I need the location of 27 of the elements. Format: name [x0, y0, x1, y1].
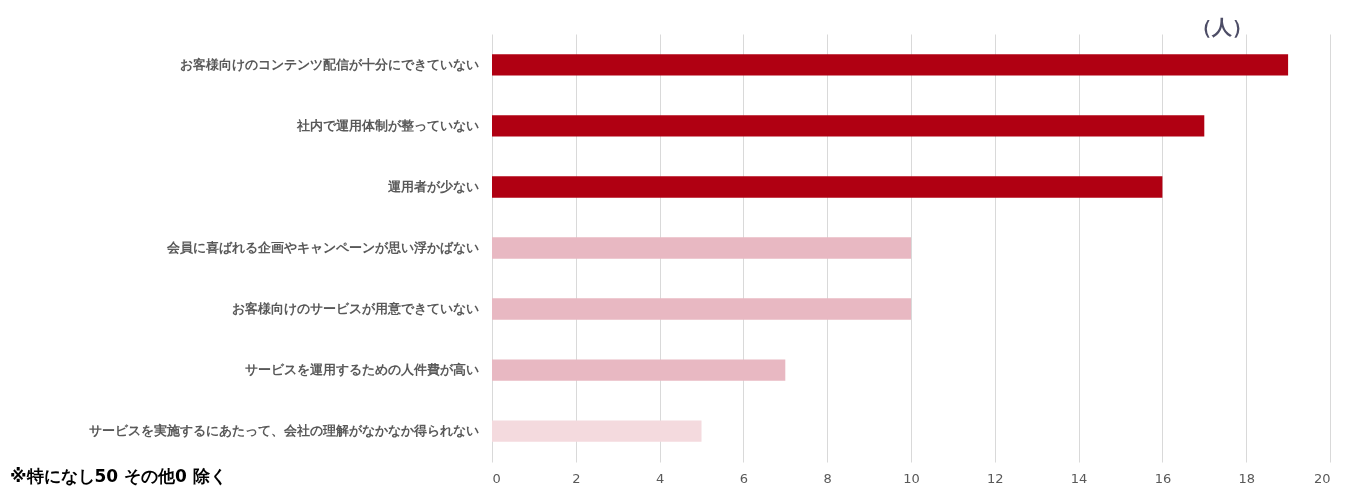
x-tick-label: 14	[1070, 470, 1088, 486]
bar	[492, 54, 1289, 76]
x-tick-label: 6	[739, 470, 749, 486]
y-tick-label: サービスを実施するにあたって、会社の理解がなかなか得られない	[88, 423, 479, 439]
bar	[492, 420, 702, 442]
x-tick-label: 18	[1238, 470, 1255, 486]
x-tick-label: 10	[903, 470, 920, 486]
x-tick-label: 20	[1313, 470, 1331, 486]
x-tick-label: 0	[492, 470, 501, 486]
y-tick-label: お客様向けのサービスが用意できていない	[231, 301, 479, 317]
x-tick-label: 2	[572, 470, 581, 486]
x-tick-label: 4	[655, 470, 665, 486]
y-tick-label: 運用者が少ない	[386, 178, 479, 194]
x-tick-label: 12	[987, 470, 1004, 486]
x-tick-label: 8	[823, 470, 832, 486]
bar	[492, 359, 786, 381]
bar	[492, 176, 1163, 198]
y-tick-label: サービスを運用するための人件費が高い	[244, 362, 479, 378]
bar	[492, 237, 911, 259]
bar	[492, 115, 1205, 137]
x-tick-label: 16	[1154, 470, 1172, 486]
x-axis-title: （人）	[1192, 15, 1252, 39]
y-tick-label: 社内で運用体制が整っていない	[295, 117, 479, 133]
y-tick-label: お客様向けのコンテンツ配信が十分にできていない	[179, 56, 479, 72]
text: ※特になし50 その他0 除く	[10, 466, 227, 486]
bar	[492, 298, 911, 320]
y-tick-label: 会員に喜ばれる企画やキャンペーンが思い浮かばない	[165, 240, 479, 255]
